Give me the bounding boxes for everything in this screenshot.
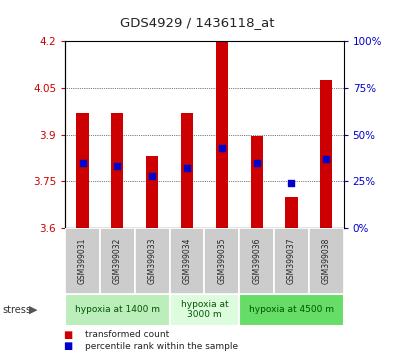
Bar xyxy=(181,113,193,228)
Bar xyxy=(205,228,239,294)
Bar xyxy=(309,228,344,294)
Bar xyxy=(216,41,228,228)
Bar xyxy=(320,80,332,228)
Text: ▶: ▶ xyxy=(28,305,37,315)
Text: GDS4929 / 1436118_at: GDS4929 / 1436118_at xyxy=(120,16,275,29)
Text: hypoxia at 4500 m: hypoxia at 4500 m xyxy=(249,305,334,314)
Text: GSM399032: GSM399032 xyxy=(113,238,122,284)
Point xyxy=(149,173,155,179)
Text: stress: stress xyxy=(2,305,31,315)
Bar xyxy=(135,228,169,294)
Text: hypoxia at 1400 m: hypoxia at 1400 m xyxy=(75,305,160,314)
Bar xyxy=(111,113,124,228)
Text: GSM399033: GSM399033 xyxy=(148,238,157,284)
Bar xyxy=(250,136,263,228)
Text: GSM399034: GSM399034 xyxy=(182,238,192,284)
Point xyxy=(323,156,329,162)
Text: hypoxia at
3000 m: hypoxia at 3000 m xyxy=(181,300,228,319)
Point xyxy=(114,164,120,169)
Text: GSM399037: GSM399037 xyxy=(287,238,296,284)
Text: GSM399038: GSM399038 xyxy=(322,238,331,284)
Text: ■: ■ xyxy=(63,330,72,339)
Point xyxy=(219,145,225,150)
Point xyxy=(254,160,260,166)
Bar xyxy=(65,228,100,294)
Bar xyxy=(239,228,274,294)
Point xyxy=(184,165,190,171)
Text: transformed count: transformed count xyxy=(85,330,169,339)
Bar xyxy=(65,294,169,326)
Bar xyxy=(100,228,135,294)
Bar xyxy=(77,113,88,228)
Bar xyxy=(146,156,158,228)
Point xyxy=(79,160,86,166)
Text: percentile rank within the sample: percentile rank within the sample xyxy=(85,342,238,351)
Bar xyxy=(274,228,309,294)
Text: GSM399036: GSM399036 xyxy=(252,238,261,284)
Bar xyxy=(169,228,205,294)
Text: ■: ■ xyxy=(63,341,72,351)
Point xyxy=(288,181,295,186)
Bar xyxy=(285,197,297,228)
Text: GSM399035: GSM399035 xyxy=(217,238,226,284)
Text: GSM399031: GSM399031 xyxy=(78,238,87,284)
Bar xyxy=(239,294,344,326)
Bar xyxy=(169,294,239,326)
